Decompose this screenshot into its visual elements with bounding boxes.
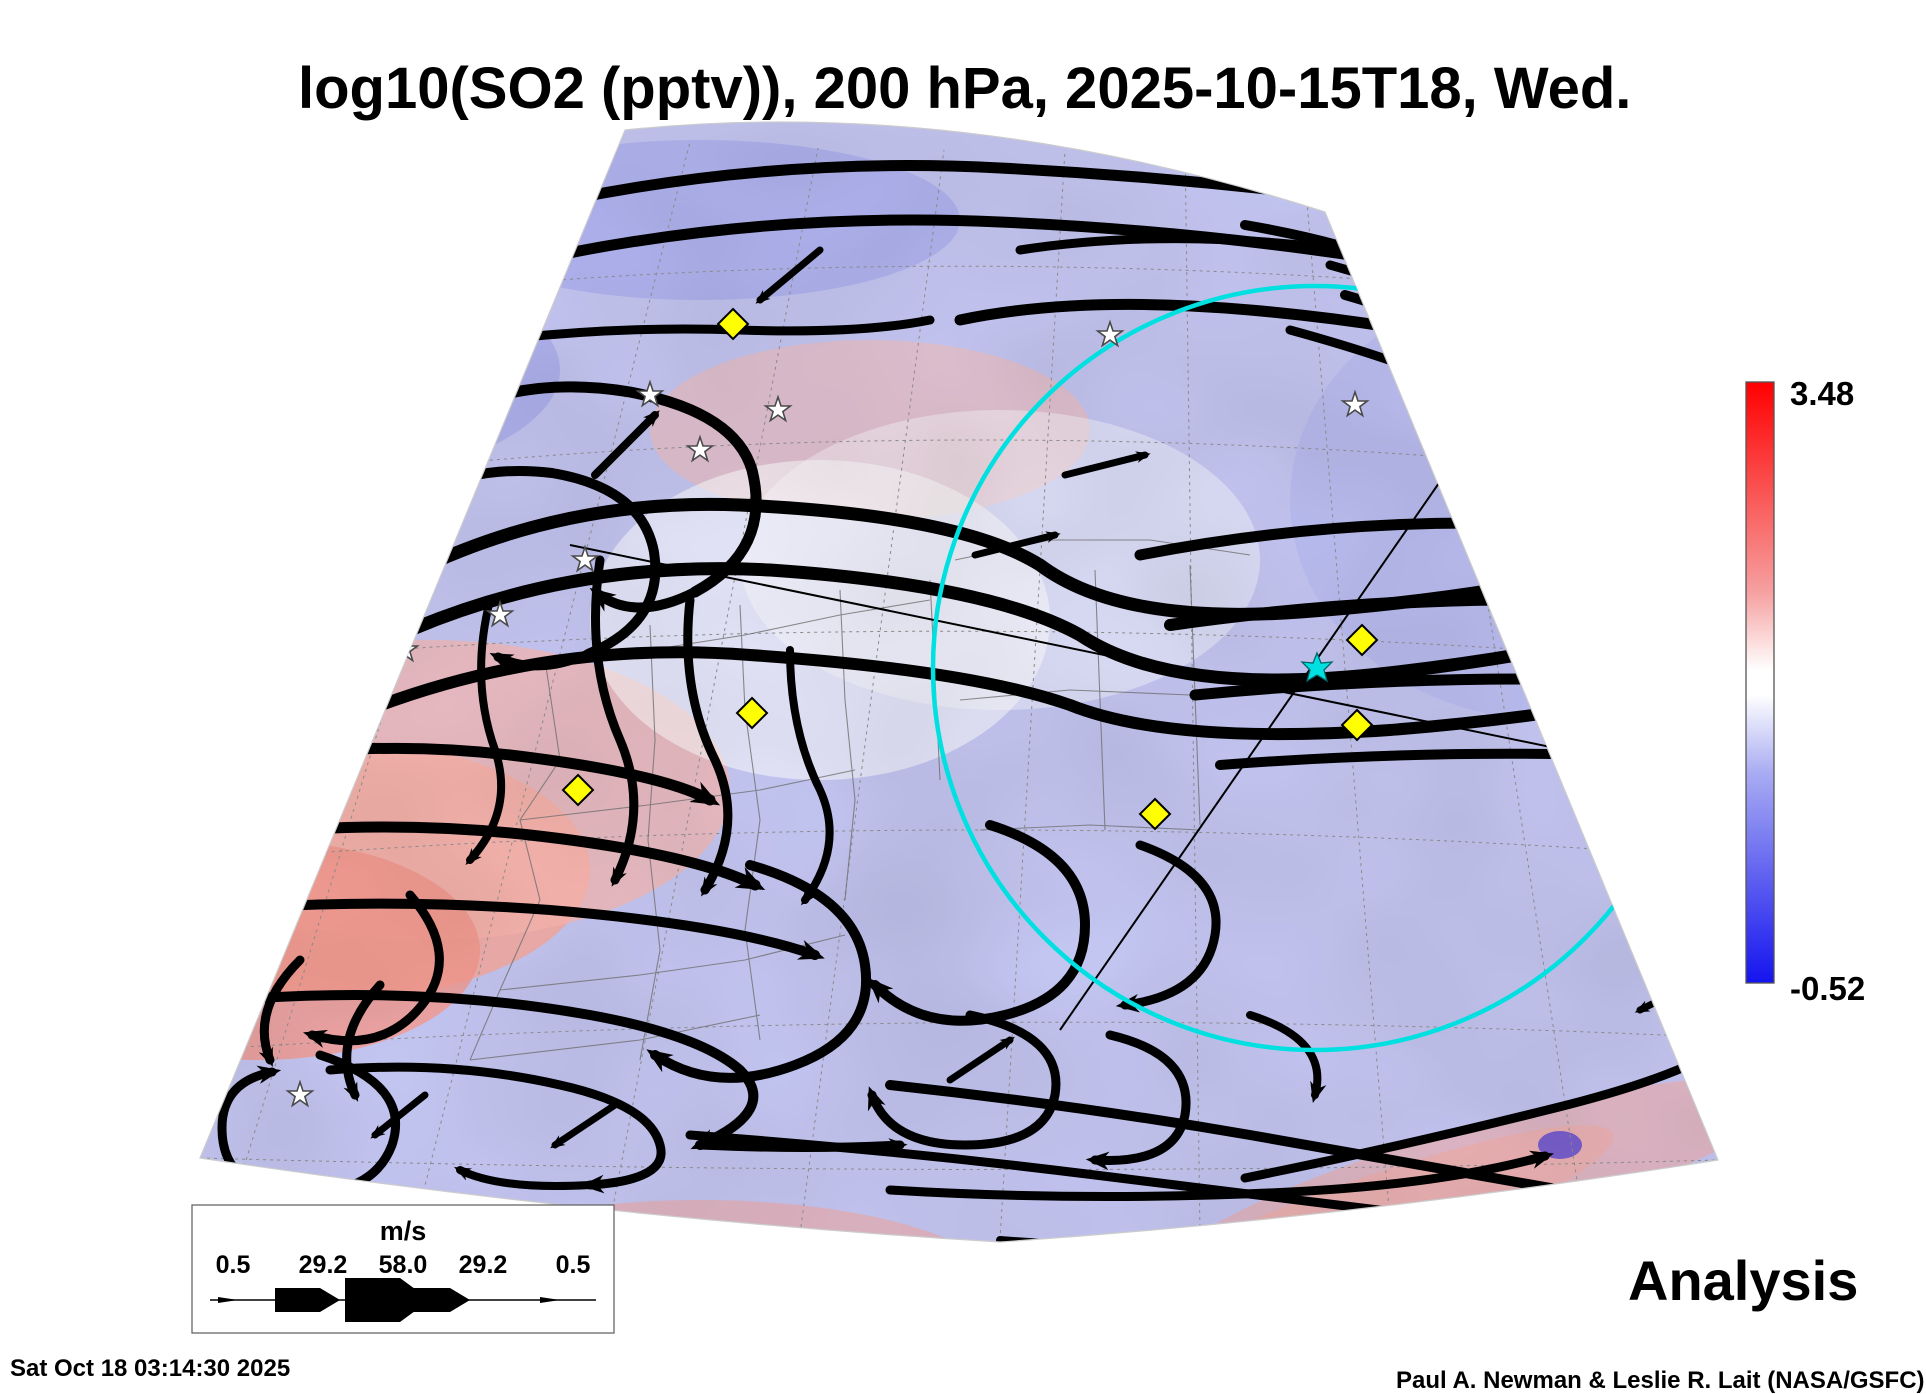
svg-text:Sat Oct 18 03:14:30 2025: Sat Oct 18 03:14:30 2025 — [10, 1355, 290, 1382]
svg-text:0.5: 0.5 — [556, 1251, 591, 1279]
svg-text:58.0: 58.0 — [379, 1251, 428, 1279]
svg-text:Analysis: Analysis — [1628, 1249, 1858, 1312]
svg-text:Paul A. Newman & Leslie R. Lai: Paul A. Newman & Leslie R. Lait (NASA/GS… — [1396, 1367, 1925, 1394]
svg-text:0.5: 0.5 — [216, 1251, 251, 1279]
svg-text:29.2: 29.2 — [459, 1251, 508, 1279]
svg-text:3.48: 3.48 — [1790, 375, 1854, 412]
svg-text:29.2: 29.2 — [299, 1251, 348, 1279]
svg-text:-0.52: -0.52 — [1790, 970, 1865, 1007]
svg-text:m/s: m/s — [380, 1216, 427, 1246]
svg-text:log10(SO2 (pptv)), 200 hPa, 20: log10(SO2 (pptv)), 200 hPa, 2025-10-15T1… — [298, 56, 1631, 121]
